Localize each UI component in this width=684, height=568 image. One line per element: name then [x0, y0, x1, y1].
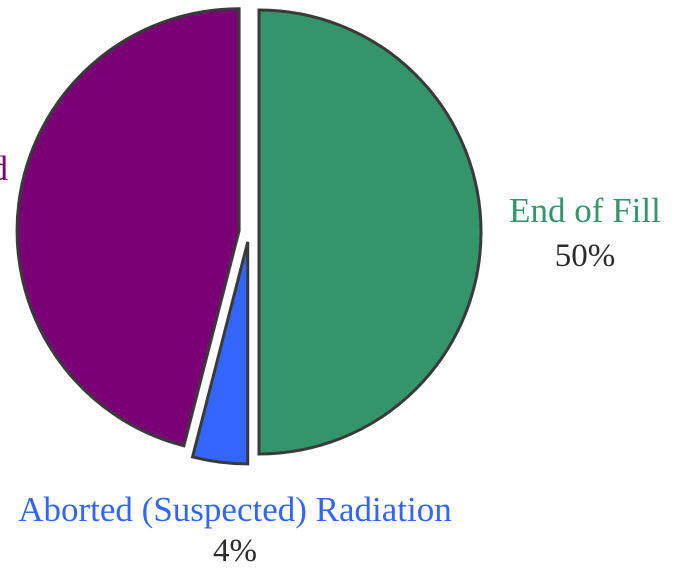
slices-layer	[15, 7, 483, 466]
slice-percent-end-of-fill: 50%	[555, 238, 616, 274]
slice-label-aborted-radiation: Aborted (Suspected) Radiation	[18, 490, 452, 529]
slice-label-end-of-fill: End of Fill	[509, 191, 661, 230]
slice-aborted-radiation	[190, 241, 250, 466]
slice-percent-aborted-radiation: 4%	[213, 533, 257, 568]
slice-end-of-fill	[257, 8, 483, 456]
slice-purple	[15, 7, 241, 448]
slice-label-cropped-fragment: d	[0, 149, 9, 188]
